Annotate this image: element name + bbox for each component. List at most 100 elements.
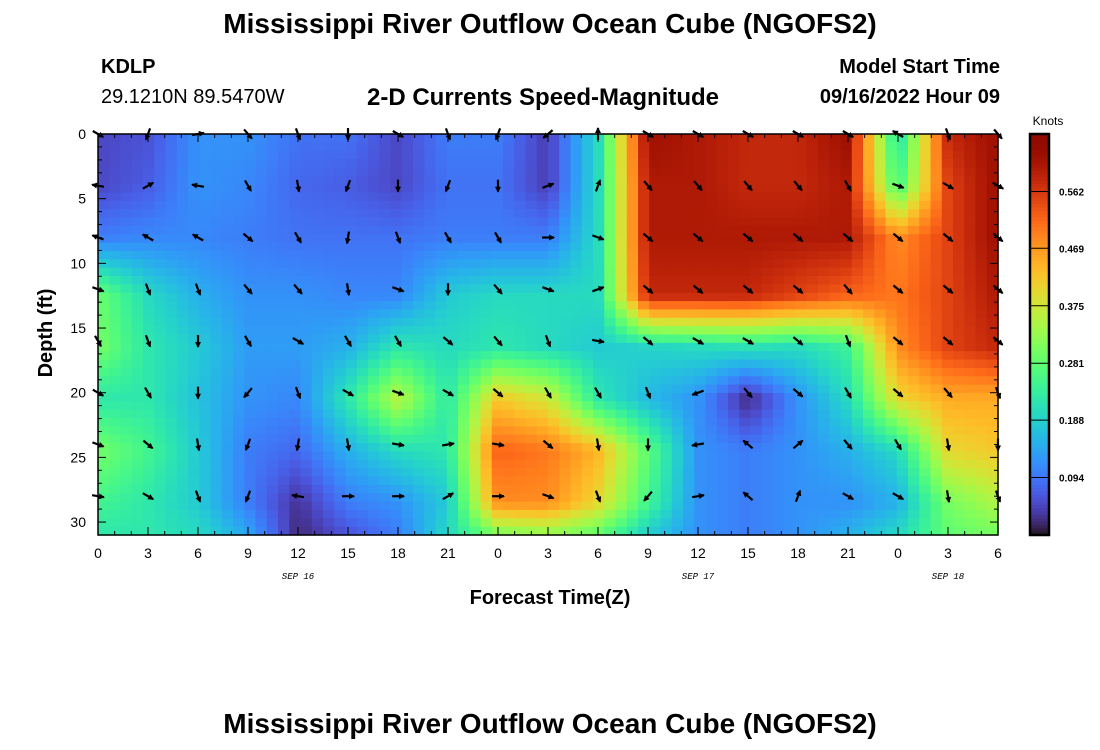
heat-cell [694, 292, 707, 302]
heat-cell [536, 342, 549, 352]
heat-cell [109, 493, 122, 503]
heat-cell [593, 501, 605, 511]
heat-cell [255, 342, 268, 352]
heat-cell [559, 351, 572, 361]
heat-cell [638, 426, 650, 436]
heat-cell [413, 459, 425, 469]
heat-cell [795, 384, 808, 394]
heat-cell [413, 418, 425, 427]
heat-cell [233, 242, 245, 252]
heat-cell [199, 192, 212, 202]
heat-cell [874, 384, 887, 394]
heat-cell [581, 159, 594, 169]
heat-cell [773, 192, 785, 202]
heat-cell [323, 509, 335, 519]
heat-cell [289, 225, 302, 235]
heat-cell [581, 468, 594, 478]
heat-cell [221, 384, 234, 394]
heat-cell [131, 501, 144, 511]
heat-cell [255, 209, 268, 219]
heat-cell [874, 200, 887, 210]
heat-cell [896, 150, 909, 160]
heat-cell [356, 276, 369, 285]
heat-cell [953, 484, 965, 494]
heat-cell [874, 459, 887, 469]
heat-cell [604, 484, 617, 494]
heat-cell [278, 142, 290, 152]
heat-cell [548, 134, 560, 143]
heat-cell [559, 376, 572, 386]
heat-cell [806, 225, 819, 235]
heat-cell [109, 484, 122, 494]
heat-cell [863, 142, 875, 152]
colorbar-frame [1028, 132, 1051, 537]
heat-cell [143, 384, 155, 394]
heat-cell [98, 493, 110, 503]
heat-cell [638, 192, 650, 202]
heat-cell [413, 484, 425, 494]
heat-cell [874, 209, 887, 219]
heat-cell [863, 267, 875, 277]
heat-cell [728, 326, 740, 336]
heat-cell [784, 317, 797, 327]
heat-cell [278, 250, 290, 260]
heat-cell [559, 459, 572, 469]
heat-cell [863, 401, 875, 411]
heat-cell [716, 493, 729, 503]
heat-cell [806, 526, 819, 536]
heat-cell [750, 476, 763, 486]
heat-cell [368, 451, 380, 461]
heat-cell [356, 359, 369, 369]
heat-cell [469, 150, 482, 160]
heat-cell [840, 134, 853, 143]
heat-cell [593, 200, 605, 210]
heat-cell [131, 334, 144, 344]
heat-cell [840, 301, 853, 311]
heat-cell [851, 326, 864, 336]
heat-cell [739, 301, 752, 311]
heat-cell [896, 259, 909, 269]
heat-cell [154, 175, 167, 185]
heat-cell [840, 426, 853, 436]
heat-cell [615, 217, 628, 227]
heat-cell [795, 493, 808, 503]
heat-cell [154, 242, 167, 252]
heat-cell [244, 175, 257, 185]
heat-cell [649, 342, 662, 352]
heat-cell [424, 509, 437, 519]
heat-cell [435, 367, 448, 377]
heat-cell [503, 426, 515, 436]
heat-cell [908, 225, 920, 235]
heat-cell [368, 184, 380, 194]
heat-cell [750, 484, 763, 494]
heat-cell [953, 292, 965, 302]
heat-cell [694, 192, 707, 202]
heat-cell [458, 184, 470, 194]
heat-cell [840, 409, 853, 419]
heat-cell [480, 518, 493, 528]
heat-cell [244, 150, 257, 160]
heat-cell [851, 142, 864, 152]
heat-cell [210, 317, 223, 327]
heat-cell [750, 526, 763, 536]
heat-cell [233, 426, 245, 436]
heat-cell [244, 359, 257, 369]
heat-cell [806, 493, 819, 503]
heat-cell [829, 459, 842, 469]
heat-cell [98, 434, 110, 444]
heat-cell [424, 167, 437, 177]
heat-cell [199, 476, 212, 486]
heat-cell [896, 526, 909, 536]
heat-cell [615, 409, 628, 419]
heat-cell [638, 159, 650, 169]
x-tick-label: 3 [944, 545, 952, 561]
heat-cell [986, 326, 999, 336]
heat-cell [210, 484, 223, 494]
heat-cell [120, 184, 133, 194]
heat-cell [244, 459, 257, 469]
heat-cell [863, 250, 875, 260]
heat-cell [143, 276, 155, 285]
heat-cell [278, 301, 290, 311]
heat-cell [334, 317, 347, 327]
heat-cell [345, 509, 358, 519]
